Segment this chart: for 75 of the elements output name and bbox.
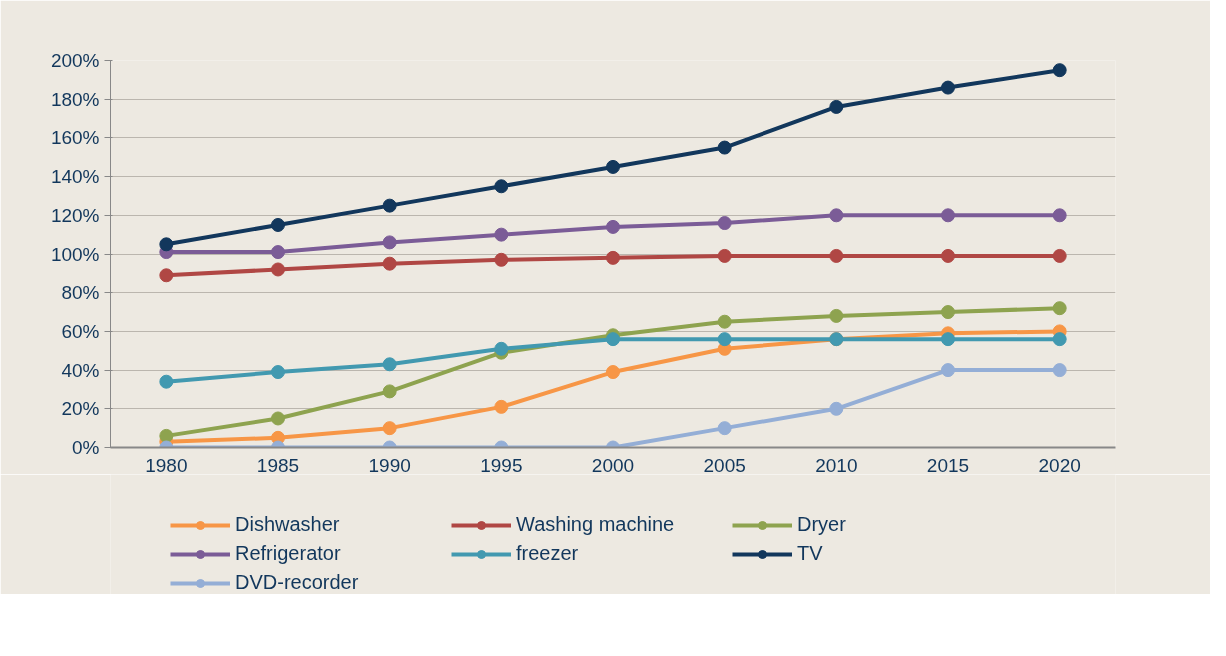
point [1052,208,1067,223]
point [494,179,509,194]
point [1052,248,1067,263]
point [829,248,844,263]
point [717,332,732,347]
point [382,256,397,271]
point [494,399,509,414]
point [494,252,509,267]
point [159,237,174,252]
legend-label: Dryer [797,513,847,536]
point [717,421,732,436]
point [941,305,955,320]
point [606,159,620,174]
y-tick-label: 80% [61,282,100,304]
point [382,198,397,213]
y-tick-label: 20% [61,398,100,420]
point [1052,332,1067,347]
point [159,428,174,443]
point [382,235,397,250]
point [494,227,509,242]
legend-label: TV [797,542,824,565]
point [829,308,844,323]
legend-label: Refrigerator [235,542,342,565]
point [606,365,620,380]
y-tick-label: 100% [50,243,100,265]
legend-label: Washing machine [516,513,676,536]
x-tick-label: 2000 [591,454,635,476]
point [1052,63,1067,78]
point [941,332,955,347]
point [941,80,955,95]
point [829,208,844,223]
point [606,250,620,265]
point [829,401,844,416]
point [717,248,732,263]
point [271,217,285,232]
point [494,341,509,356]
point [271,365,285,380]
y-tick-label: 40% [61,359,100,381]
x-tick-label: 2015 [926,454,970,476]
point [941,248,955,263]
legend-label: freezer [516,542,580,565]
y-tick-label: 60% [61,320,100,342]
y-tick-label: 160% [50,127,100,149]
y-tick-label: 180% [50,88,100,110]
x-tick-label: 2010 [815,454,858,476]
point [382,384,397,399]
y-tick-label: 140% [50,166,100,188]
x-tick-label: 2005 [703,454,746,476]
point [717,314,732,329]
point [941,208,955,223]
point [382,357,397,372]
x-tick-label: 1985 [256,454,300,476]
legend-label: Dishwasher [235,513,341,536]
point [382,421,397,436]
point [271,245,285,260]
y-tick-label: 120% [50,204,100,226]
x-tick-label: 2020 [1038,454,1081,476]
point [606,219,620,234]
y-tick-label: 200% [50,50,100,71]
y-tick-label: 0% [72,437,100,458]
x-tick-label: 1980 [145,454,188,476]
point [1052,363,1067,378]
legend-label: DVD-recorder [235,571,360,594]
x-tick-label: 1995 [480,454,523,476]
point [271,262,285,277]
point [829,99,844,114]
point [271,411,285,426]
point [717,140,732,155]
point [606,332,620,347]
point [941,363,955,378]
point [1052,301,1067,316]
point [159,374,174,389]
point [717,216,732,231]
point [159,268,174,283]
x-tick-label: 1990 [368,454,411,476]
